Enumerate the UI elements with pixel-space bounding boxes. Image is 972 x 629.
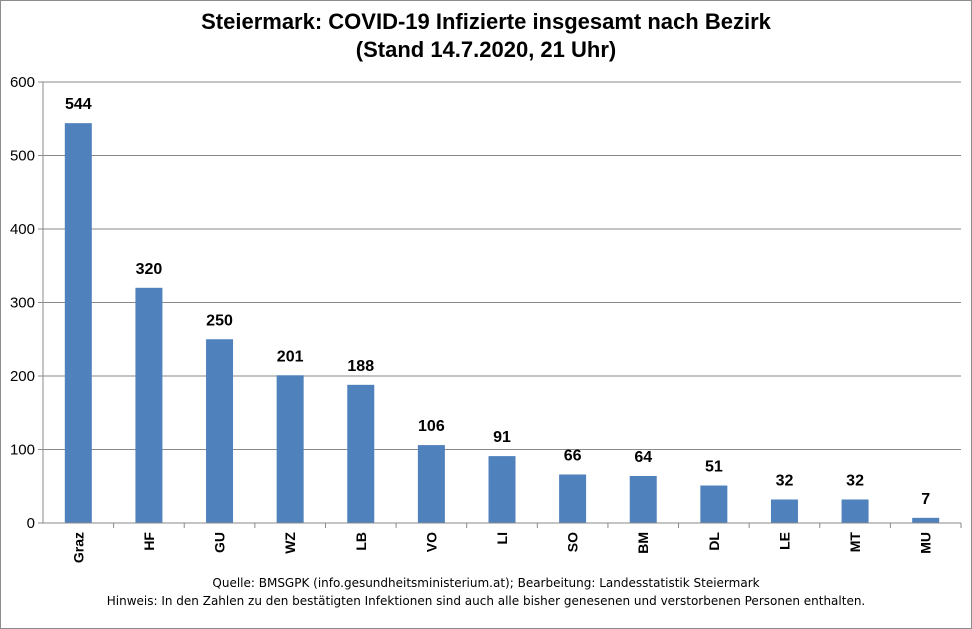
data-label: 106 <box>418 418 445 435</box>
data-label: 32 <box>776 472 794 489</box>
x-tick-label: WZ <box>282 532 298 554</box>
source-note: Quelle: BMSGPK (info.gesundheitsminister… <box>212 576 760 590</box>
data-label: 66 <box>564 447 582 464</box>
y-tick-label: 200 <box>10 368 35 385</box>
bar <box>64 123 92 523</box>
bar <box>135 287 163 523</box>
chart-title-block: Steiermark: COVID-19 Infizierte insgesam… <box>0 8 972 64</box>
x-axis: Graz HF GU WZ LB VO LI SO BM DL LE MT MU <box>43 522 962 563</box>
data-label: 91 <box>493 429 511 446</box>
bar <box>629 475 657 523</box>
chart-footer: Quelle: BMSGPK (info.gesundheitsminister… <box>0 574 972 610</box>
y-tick-label: 0 <box>27 515 35 532</box>
bar <box>206 339 234 523</box>
x-tick-label: GU <box>212 532 228 553</box>
y-tick-label: 300 <box>10 295 35 312</box>
x-tick-label: DL <box>706 532 722 551</box>
x-tick-label: HF <box>141 532 157 551</box>
x-tick-label: Graz <box>70 532 86 563</box>
y-tick-label: 400 <box>10 221 35 238</box>
y-tick-label: 100 <box>10 442 35 459</box>
hint-note: Hinweis: In den Zahlen zu den bestätigte… <box>106 594 866 608</box>
bar <box>700 485 728 523</box>
data-label: 250 <box>206 312 233 329</box>
y-tick-label: 600 <box>10 74 35 91</box>
x-tick-label: LB <box>353 532 369 551</box>
bar <box>770 499 798 523</box>
bar <box>488 456 516 523</box>
data-label: 32 <box>846 472 864 489</box>
data-label: 188 <box>347 358 374 375</box>
bar <box>559 474 587 523</box>
gridlines <box>43 81 961 450</box>
bar <box>417 445 445 523</box>
data-label: 64 <box>634 449 652 466</box>
bars <box>64 123 940 523</box>
chart-title: Steiermark: COVID-19 Infizierte insgesam… <box>201 9 771 34</box>
x-tick-label: BM <box>635 532 651 554</box>
x-tick-label: LI <box>494 532 510 544</box>
y-axis: 0 100 200 300 400 500 600 <box>10 74 44 532</box>
bar <box>912 517 940 523</box>
chart-subtitle: (Stand 14.7.2020, 21 Uhr) <box>355 37 617 62</box>
data-label: 320 <box>136 261 163 278</box>
data-label: 7 <box>921 491 930 508</box>
bar <box>841 499 869 523</box>
data-label: 51 <box>705 459 723 476</box>
x-tick-label: MU <box>918 532 934 554</box>
data-label: 201 <box>277 348 304 365</box>
x-tick-label: VO <box>423 532 439 552</box>
data-labels: 544 320 250 201 188 106 91 66 64 51 32 32 7 <box>65 96 930 508</box>
x-tick-label: MT <box>847 532 863 553</box>
x-tick-label: SO <box>565 532 581 552</box>
bar <box>276 375 304 523</box>
y-tick-label: 500 <box>10 148 35 165</box>
x-tick-label: LE <box>776 532 792 550</box>
data-label: 544 <box>65 96 92 113</box>
bar <box>347 384 375 523</box>
